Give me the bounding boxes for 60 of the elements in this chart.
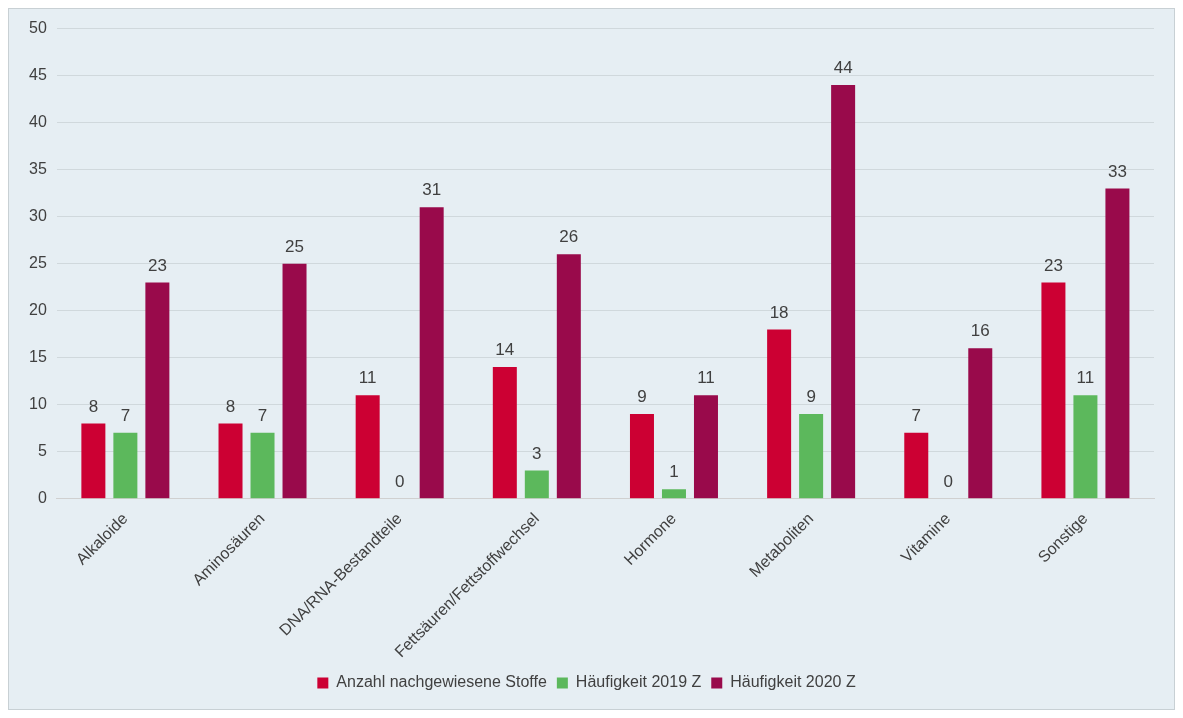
data-label: 23 <box>147 255 167 275</box>
data-label: 16 <box>970 321 990 341</box>
data-label: 8 <box>88 396 99 416</box>
y-tick-label: 20 <box>29 301 47 319</box>
data-label: 33 <box>1107 161 1127 181</box>
bar <box>113 432 138 499</box>
data-label: 3 <box>532 443 542 463</box>
data-label: 11 <box>358 368 377 388</box>
bar <box>250 432 275 499</box>
data-label: 0 <box>943 471 954 491</box>
y-tick-label: 5 <box>37 442 47 460</box>
bar <box>218 423 243 499</box>
bar <box>282 263 307 499</box>
bar <box>1105 188 1130 499</box>
y-tick-label: 45 <box>29 66 47 84</box>
data-label: 44 <box>833 58 853 78</box>
bar <box>693 395 718 499</box>
bar <box>524 470 549 499</box>
bar <box>767 329 792 499</box>
y-tick-label: 40 <box>29 113 47 131</box>
bar <box>1073 395 1098 499</box>
y-tick-label: 35 <box>29 160 47 178</box>
bar <box>904 432 929 499</box>
legend-label: Häufigkeit 2019 Z <box>575 673 702 691</box>
bar <box>968 348 993 499</box>
legend-label: Häufigkeit 2020 Z <box>730 673 856 691</box>
data-label: 14 <box>495 340 515 360</box>
bar <box>355 395 380 499</box>
data-label: 7 <box>257 406 268 426</box>
bar <box>1041 282 1066 499</box>
legend-label: Anzahl nachgewiesene Stoffe <box>336 673 547 691</box>
data-label: 9 <box>637 387 647 407</box>
data-label: 8 <box>225 396 236 416</box>
bar <box>81 423 106 499</box>
y-tick-label: 30 <box>29 207 47 225</box>
data-label: 26 <box>559 227 579 247</box>
y-tick-label: 10 <box>29 395 47 413</box>
bar <box>419 207 444 499</box>
data-label: 11 <box>697 368 715 388</box>
bar <box>145 282 170 499</box>
bar <box>661 489 686 499</box>
y-tick-label: 15 <box>29 348 47 366</box>
bar <box>629 414 654 499</box>
data-label: 11 <box>1076 368 1095 388</box>
bar <box>799 414 824 499</box>
data-label: 25 <box>285 236 304 256</box>
data-label: 18 <box>769 302 789 322</box>
data-label: 0 <box>394 471 405 491</box>
bar <box>831 85 856 499</box>
y-tick-label: 0 <box>37 489 47 507</box>
data-label: 23 <box>1043 255 1063 275</box>
data-label: 7 <box>911 406 922 426</box>
bar <box>492 367 517 499</box>
data-label: 31 <box>422 180 442 200</box>
y-tick-label: 50 <box>29 19 47 37</box>
data-label: 7 <box>120 406 131 426</box>
y-tick-label: 25 <box>29 254 47 272</box>
bar <box>556 254 581 499</box>
data-label: 1 <box>669 462 679 482</box>
data-label: 9 <box>806 387 816 407</box>
